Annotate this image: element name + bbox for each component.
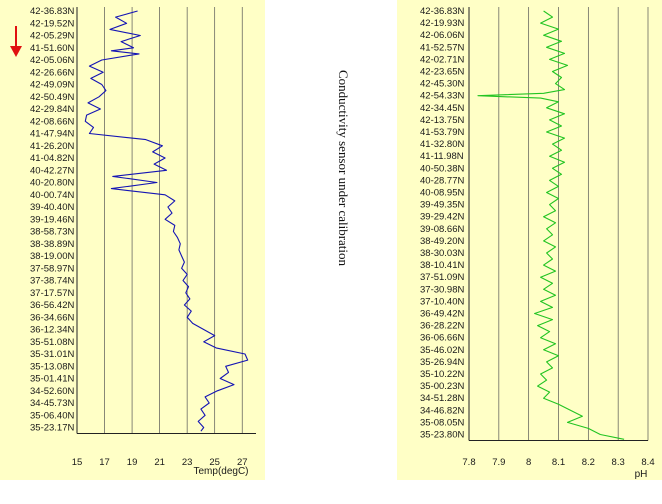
temp-latitude-label: 35-31.01N xyxy=(30,349,75,360)
temp-latitude-label: 35-51.08N xyxy=(30,337,75,348)
calibration-note: Conductivity sensor under calibration xyxy=(336,70,351,267)
ph-latitude-label: 39-08.66N xyxy=(420,224,465,235)
temp-latitude-label: 37-58.97N xyxy=(30,263,75,274)
ph-latitude-label: 34-46.82N xyxy=(420,405,465,416)
temp-latitude-label: 36-34.66N xyxy=(30,312,75,323)
temp-latitude-label: 39-19.46N xyxy=(30,214,75,225)
temp-latitude-label: 41-51.60N xyxy=(30,43,75,54)
ph-latitude-label: 38-30.03N xyxy=(420,248,465,259)
ph-latitude-label: 37-30.98N xyxy=(420,284,465,295)
red-down-arrow-head-icon xyxy=(10,46,22,57)
ph-x-tick-label: 7.9 xyxy=(492,457,505,468)
temp-latitude-label: 42-26.66N xyxy=(30,67,75,78)
temp-x-tick-label: 21 xyxy=(154,457,165,468)
ph-latitude-label: 42-02.71N xyxy=(420,54,465,65)
ph-latitude-label: 35-26.94N xyxy=(420,357,465,368)
ph-x-tick-label: 7.8 xyxy=(462,457,475,468)
temp-latitude-label: 42-05.06N xyxy=(30,55,75,66)
temp-x-tick-label: 23 xyxy=(182,457,193,468)
ph-latitude-label: 35-00.23N xyxy=(420,381,465,392)
temp-x-axis-title: Temp(degC) xyxy=(193,466,248,477)
temp-latitude-label: 38-38.89N xyxy=(30,239,75,250)
ph-x-tick-label: 8.3 xyxy=(612,457,625,468)
ph-latitude-label: 35-10.22N xyxy=(420,369,465,380)
ph-latitude-label: 42-45.30N xyxy=(420,79,465,90)
ph-latitude-label: 42-34.45N xyxy=(420,103,465,114)
ph-latitude-label: 37-51.09N xyxy=(420,272,465,283)
temp-latitude-label: 41-04.82N xyxy=(30,153,75,164)
ph-latitude-label: 42-23.65N xyxy=(420,67,465,78)
temp-latitude-label: 38-58.73N xyxy=(30,227,75,238)
ph-latitude-label: 41-52.57N xyxy=(420,42,465,53)
ph-latitude-label: 37-10.40N xyxy=(420,296,465,307)
temp-latitude-label: 40-00.74N xyxy=(30,190,75,201)
ph-latitude-label: 39-29.42N xyxy=(420,212,465,223)
temp-latitude-label: 37-17.57N xyxy=(30,288,75,299)
temp-chart-panel xyxy=(0,0,265,480)
ph-latitude-label: 40-50.38N xyxy=(420,163,465,174)
ph-latitude-label: 42-13.75N xyxy=(420,115,465,126)
temp-latitude-label: 35-23.17N xyxy=(30,423,75,434)
ph-latitude-label: 42-06.06N xyxy=(420,30,465,41)
temp-x-tick-label: 17 xyxy=(99,457,110,468)
temp-latitude-label: 37-38.74N xyxy=(30,276,75,287)
ph-latitude-label: 41-11.98N xyxy=(420,151,464,162)
temp-latitude-label: 42-36.83N xyxy=(30,6,75,17)
ph-latitude-label: 38-49.20N xyxy=(420,236,465,247)
ph-latitude-label: 35-23.80N xyxy=(420,430,465,441)
temp-x-tick-label: 25 xyxy=(209,457,220,468)
ph-latitude-label: 36-06.66N xyxy=(420,333,465,344)
temp-latitude-label: 35-01.41N xyxy=(30,374,75,385)
ph-x-axis-title: pH xyxy=(635,469,648,480)
ph-latitude-label: 42-54.33N xyxy=(420,91,465,102)
temp-latitude-label: 41-47.94N xyxy=(30,129,75,140)
temp-x-tick-label: 19 xyxy=(127,457,138,468)
temp-latitude-label: 42-29.84N xyxy=(30,104,75,115)
temp-latitude-label: 41-26.20N xyxy=(30,141,75,152)
temp-latitude-label: 38-19.00N xyxy=(30,251,75,262)
ph-latitude-label: 41-53.79N xyxy=(420,127,465,138)
ph-latitude-label: 39-49.35N xyxy=(420,200,465,211)
temp-latitude-label: 35-13.08N xyxy=(30,361,75,372)
ph-latitude-label: 35-46.02N xyxy=(420,345,465,356)
temp-latitude-label: 39-40.40N xyxy=(30,202,75,213)
ph-latitude-label: 35-08.05N xyxy=(420,417,465,428)
temp-latitude-label: 42-08.66N xyxy=(30,116,75,127)
temp-latitude-label: 42-19.52N xyxy=(30,18,75,29)
ph-chart: 42-36.83N42-19.93N42-06.06N41-52.57N42-0… xyxy=(420,6,655,480)
ph-latitude-label: 42-19.93N xyxy=(420,18,465,29)
temp-x-tick-label: 27 xyxy=(237,457,248,468)
ph-x-tick-label: 8.4 xyxy=(641,457,654,468)
ph-latitude-label: 34-51.28N xyxy=(420,393,465,404)
temp-latitude-label: 42-50.49N xyxy=(30,92,75,103)
temp-latitude-label: 36-56.42N xyxy=(30,300,75,311)
position-marker xyxy=(10,26,22,57)
temp-latitude-label: 42-05.29N xyxy=(30,31,75,42)
temp-x-tick-label: 15 xyxy=(72,457,83,468)
ph-latitude-label: 42-36.83N xyxy=(420,6,465,17)
temp-latitude-label: 35-06.40N xyxy=(30,410,75,421)
temp-latitude-label: 40-42.27N xyxy=(30,165,75,176)
temp-chart: 42-36.83N42-19.52N42-05.29N41-51.60N42-0… xyxy=(30,6,256,477)
temp-profile-line xyxy=(84,10,249,432)
temp-latitude-label: 34-45.73N xyxy=(30,398,75,409)
ph-x-tick-label: 8 xyxy=(526,457,531,468)
temp-latitude-label: 36-12.34N xyxy=(30,325,75,336)
ph-latitude-label: 41-32.80N xyxy=(420,139,465,150)
ph-latitude-label: 36-28.22N xyxy=(420,321,465,332)
temp-latitude-label: 40-20.80N xyxy=(30,178,75,189)
ph-latitude-label: 40-08.95N xyxy=(420,188,465,199)
ph-profile-line xyxy=(477,10,625,440)
temp-latitude-label: 42-49.09N xyxy=(30,80,75,91)
ph-x-tick-label: 8.1 xyxy=(552,457,565,468)
ph-latitude-label: 38-10.41N xyxy=(420,260,465,271)
ph-latitude-label: 36-49.42N xyxy=(420,309,465,320)
ph-x-tick-label: 8.2 xyxy=(582,457,595,468)
ph-latitude-label: 40-28.77N xyxy=(420,175,465,186)
temp-latitude-label: 34-52.60N xyxy=(30,386,75,397)
